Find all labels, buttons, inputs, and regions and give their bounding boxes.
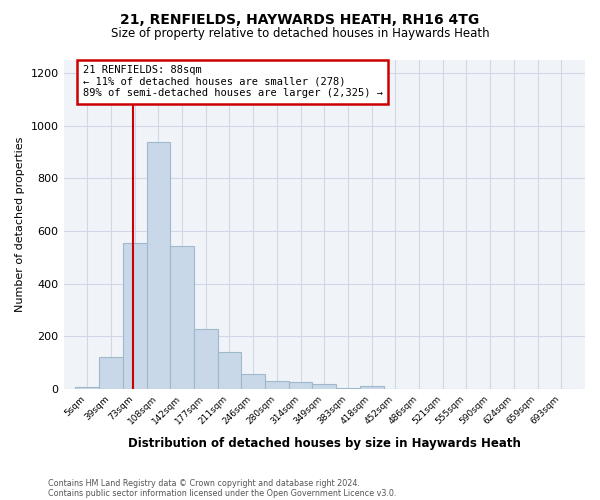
Text: Contains HM Land Registry data © Crown copyright and database right 2024.: Contains HM Land Registry data © Crown c…: [48, 478, 360, 488]
Bar: [313, 384, 336, 389]
Bar: [194, 329, 218, 389]
Bar: [336, 388, 360, 389]
Bar: [218, 352, 241, 389]
Bar: [123, 243, 146, 389]
Bar: [99, 358, 123, 389]
X-axis label: Distribution of detached houses by size in Haywards Heath: Distribution of detached houses by size …: [128, 437, 521, 450]
Bar: [170, 246, 194, 389]
Bar: [289, 382, 313, 389]
Bar: [360, 386, 383, 389]
Bar: [76, 387, 99, 389]
Bar: [146, 142, 170, 389]
Text: Size of property relative to detached houses in Haywards Heath: Size of property relative to detached ho…: [110, 28, 490, 40]
Y-axis label: Number of detached properties: Number of detached properties: [15, 137, 25, 312]
Text: 21, RENFIELDS, HAYWARDS HEATH, RH16 4TG: 21, RENFIELDS, HAYWARDS HEATH, RH16 4TG: [121, 12, 479, 26]
Bar: [241, 374, 265, 389]
Text: Contains public sector information licensed under the Open Government Licence v3: Contains public sector information licen…: [48, 488, 397, 498]
Bar: [265, 381, 289, 389]
Text: 21 RENFIELDS: 88sqm
← 11% of detached houses are smaller (278)
89% of semi-detac: 21 RENFIELDS: 88sqm ← 11% of detached ho…: [83, 66, 383, 98]
